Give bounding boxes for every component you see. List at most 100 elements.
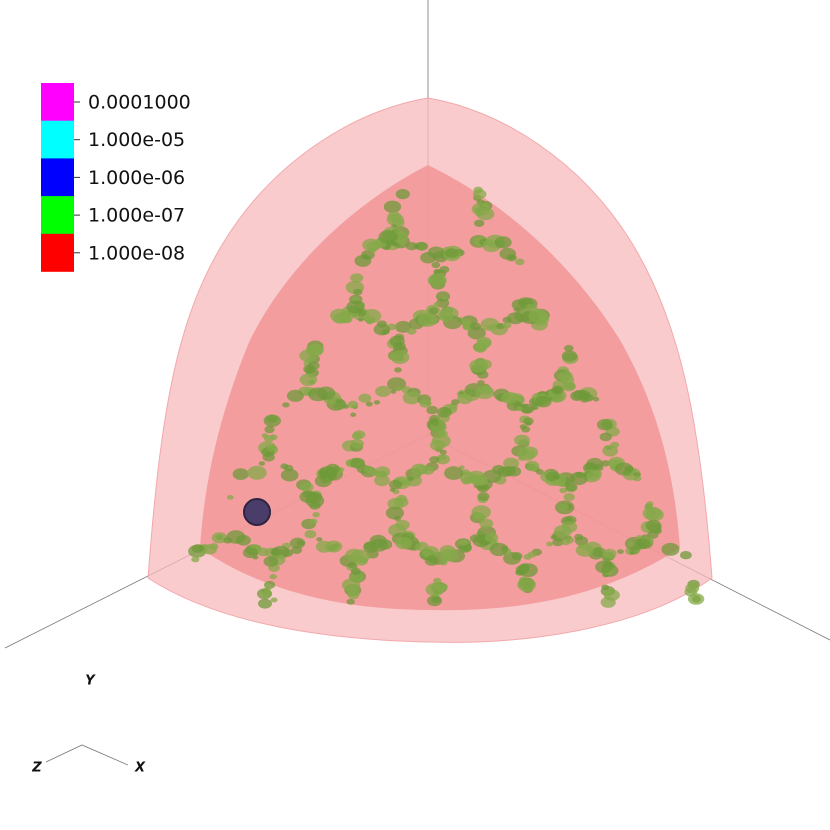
green-patch [405, 474, 423, 487]
green-patch [429, 456, 440, 464]
green-patch [474, 219, 485, 227]
legend-swatch [41, 120, 74, 159]
green-patch [270, 597, 278, 603]
green-patch [438, 454, 447, 461]
green-patch [511, 552, 523, 560]
green-patch [346, 300, 365, 314]
green-patch [388, 479, 403, 490]
green-patch [270, 547, 283, 557]
legend: 0.0001000 1.000e-05 1.000e-06 1.000e-07 1.00… [41, 83, 191, 272]
green-patch [330, 308, 349, 323]
green-patch [439, 449, 447, 455]
green-patch [396, 494, 407, 503]
green-patch [629, 550, 635, 555]
green-patch [281, 548, 294, 557]
green-patch [426, 555, 437, 563]
green-patch [347, 590, 360, 600]
green-patch [591, 547, 606, 557]
green-patch [477, 492, 490, 501]
green-patch [264, 435, 274, 443]
green-patch [365, 401, 373, 407]
green-patch [374, 474, 390, 487]
green-patch [444, 466, 464, 480]
green-patch [602, 548, 617, 559]
green-patch [614, 462, 634, 476]
green-patch [692, 596, 701, 603]
green-patch [335, 399, 342, 404]
green-patch [501, 391, 518, 404]
legend-label: 1.000e-05 [88, 129, 185, 151]
green-patch [530, 405, 538, 411]
green-patch [309, 518, 318, 525]
green-patch [648, 510, 657, 517]
green-patch [428, 307, 439, 315]
green-patch [451, 399, 460, 406]
green-patch [445, 248, 459, 258]
green-patch [506, 466, 522, 477]
green-patch [366, 320, 373, 325]
legend-swatch [41, 83, 74, 121]
green-patch [373, 400, 381, 405]
green-patch [638, 538, 651, 548]
green-patch [565, 483, 578, 492]
green-patch [437, 406, 452, 418]
green-patch [431, 596, 442, 603]
green-patch [387, 211, 402, 222]
green-patch [564, 344, 574, 352]
green-patch [226, 530, 246, 544]
green-patch [258, 461, 266, 466]
green-patch [515, 568, 525, 576]
green-patch [354, 556, 368, 566]
green-patch [471, 202, 490, 216]
green-patch [373, 323, 390, 336]
green-patch [191, 556, 200, 563]
green-patch [282, 402, 290, 408]
green-patch [304, 530, 317, 539]
green-patch [586, 471, 599, 481]
green-patch [502, 322, 512, 329]
green-patch [375, 385, 391, 397]
green-patch [397, 239, 406, 245]
green-patch [603, 589, 620, 601]
green-patch [511, 299, 528, 311]
green-patch [476, 483, 490, 493]
green-patch [407, 476, 414, 481]
green-patch [202, 544, 217, 555]
green-patch [350, 567, 361, 575]
green-patch [427, 246, 445, 259]
green-patch [506, 312, 524, 325]
green-patch [601, 584, 610, 591]
green-patch [269, 573, 278, 580]
green-patch [633, 475, 642, 482]
green-patch [441, 552, 453, 561]
green-patch [350, 412, 357, 417]
green-patch [316, 537, 323, 542]
green-patch [473, 343, 488, 353]
green-patch [461, 318, 471, 326]
green-patch [415, 241, 429, 251]
green-patch [479, 518, 494, 529]
green-patch [574, 533, 584, 541]
legend-label: 1.000e-07 [88, 205, 185, 227]
green-patch [394, 367, 402, 373]
green-patch [390, 389, 397, 394]
green-patch [289, 537, 306, 549]
green-patch [383, 200, 402, 213]
green-patch [617, 549, 624, 554]
green-patch [363, 541, 379, 553]
orientation-triad [45, 744, 129, 766]
green-patch [565, 536, 575, 544]
green-patch [608, 459, 619, 467]
green-patch [264, 580, 276, 589]
green-patch [515, 258, 525, 266]
green-patch [402, 391, 421, 405]
green-patch [264, 425, 275, 434]
green-patch [431, 261, 441, 269]
green-patch [583, 393, 591, 399]
green-patch [378, 230, 398, 244]
green-patch [252, 555, 259, 560]
green-patch [457, 393, 473, 405]
green-patch [685, 583, 700, 594]
green-patch [469, 322, 482, 331]
green-patch [426, 405, 439, 415]
